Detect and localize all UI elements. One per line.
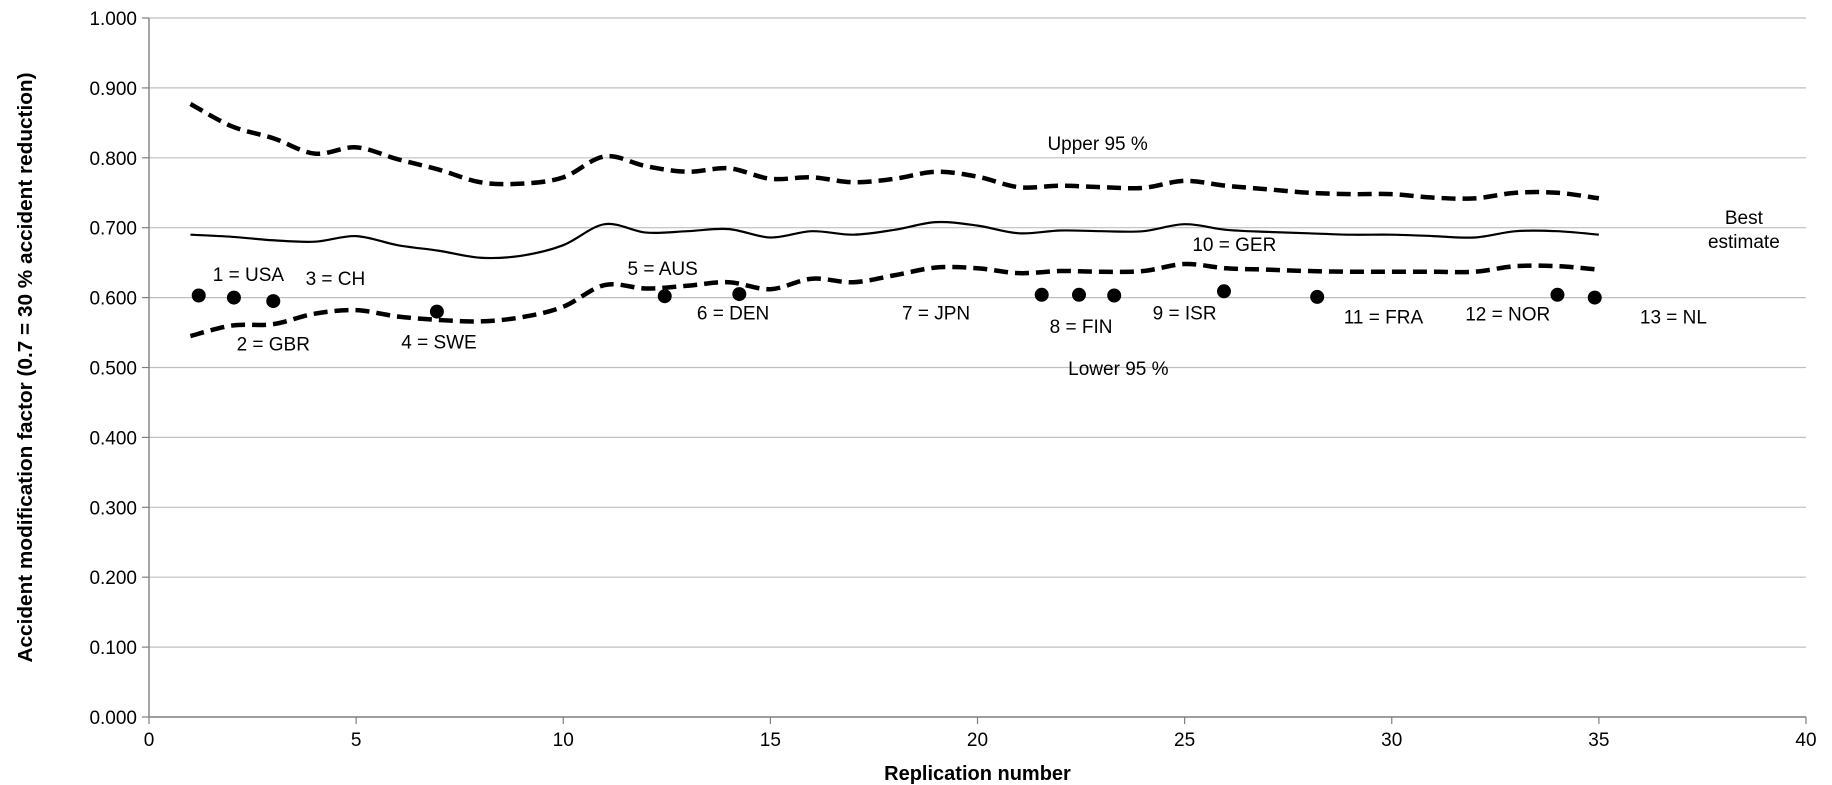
- y-axis-title: Accident modification factor (0.7 = 30 %…: [15, 73, 37, 663]
- point-label-1-usa: 1 = USA: [213, 265, 285, 286]
- point-label-4-swe: 4 = SWE: [401, 333, 477, 354]
- y-tick-label: 0.600: [89, 289, 137, 310]
- point-13-nl: [1587, 290, 1602, 305]
- y-tick-labels: 0.000 0.100 0.200 0.300 0.400 0.500 0.600 0.700…: [89, 9, 137, 729]
- point-label-2-gbr: 2 = GBR: [237, 335, 310, 356]
- y-tick-label: 0.000: [89, 708, 137, 729]
- point-9-isr: [1107, 288, 1122, 303]
- x-tick-label: 25: [1174, 730, 1195, 751]
- y-tick-label: 0.200: [89, 568, 137, 589]
- x-tick-label: 35: [1588, 730, 1609, 751]
- x-tick-label: 0: [144, 730, 155, 751]
- series-label-lower-95: Lower 95 %: [1068, 359, 1168, 380]
- y-tick-label: 0.500: [89, 359, 137, 380]
- y-tick-label: 0.700: [89, 219, 137, 240]
- point-1-usa: [191, 288, 206, 303]
- point-label-11-fra: 11 = FRA: [1344, 307, 1424, 328]
- series-lines: [189, 101, 1600, 339]
- gridlines: [149, 17, 1806, 648]
- y-tick-label: 0.900: [89, 79, 137, 100]
- point-3-ch: [266, 294, 281, 309]
- point-8-fin: [1071, 287, 1086, 302]
- point-4-swe: [429, 304, 444, 319]
- point-label-3-ch: 3 = CH: [306, 269, 366, 290]
- y-tick-label: 0.400: [89, 428, 137, 449]
- axes: [142, 17, 1807, 724]
- country-points: [191, 284, 1602, 319]
- point-2-gbr: [226, 290, 241, 305]
- x-tick-label: 15: [760, 730, 781, 751]
- point-7-jpn: [1034, 287, 1049, 302]
- x-tick-label: 20: [967, 730, 988, 751]
- point-label-7-jpn: 7 = JPN: [902, 303, 970, 324]
- series-line-best-estimate: [190, 220, 1599, 260]
- x-tick-label: 40: [1795, 730, 1816, 751]
- y-tick-label: 0.100: [89, 638, 137, 659]
- point-label-5-aus: 5 = AUS: [628, 259, 698, 280]
- x-tick-labels: 0 5 10 15 20 25 30 35 40: [144, 730, 1817, 751]
- point-label-12-nor: 12 = NOR: [1465, 305, 1550, 326]
- series-label-upper-95: Upper 95 %: [1047, 134, 1147, 155]
- point-label-9-isr: 9 = ISR: [1153, 303, 1217, 324]
- y-tick-label: 0.300: [89, 498, 137, 519]
- point-label-13-nl: 13 = NL: [1640, 307, 1707, 328]
- x-tick-label: 5: [351, 730, 362, 751]
- point-label-8-fin: 8 = FIN: [1050, 317, 1113, 338]
- series-label-best: Best: [1725, 208, 1764, 229]
- country-point-labels: 1 = USA 2 = GBR 3 = CH 4 = SWE 5 = AUS 6 = DE…: [213, 235, 1707, 356]
- point-11-fra: [1310, 289, 1325, 304]
- series-line-lower-95: [189, 261, 1600, 339]
- point-5-aus: [657, 289, 672, 304]
- point-10-ger: [1216, 284, 1231, 299]
- x-axis-title: Replication number: [884, 763, 1071, 785]
- point-12-nor: [1550, 287, 1565, 302]
- series-label-estimate: estimate: [1708, 232, 1780, 253]
- series-line-upper-95: [189, 101, 1600, 201]
- x-tick-label: 30: [1381, 730, 1402, 751]
- series-labels: Upper 95 % Best estimate Lower 95 %: [1047, 134, 1779, 380]
- point-6-den: [732, 287, 747, 302]
- point-label-6-den: 6 = DEN: [697, 303, 769, 324]
- y-tick-label: 0.800: [89, 149, 137, 170]
- point-label-10-ger: 10 = GER: [1192, 235, 1276, 256]
- y-tick-label: 1.000: [89, 9, 137, 30]
- x-tick-label: 10: [553, 730, 574, 751]
